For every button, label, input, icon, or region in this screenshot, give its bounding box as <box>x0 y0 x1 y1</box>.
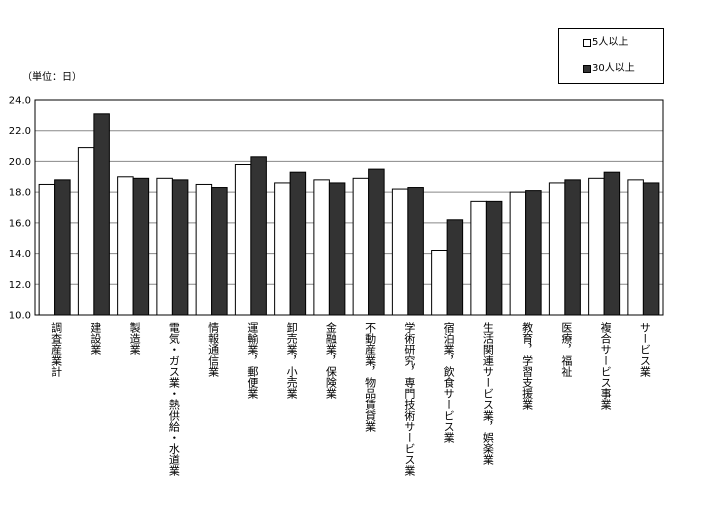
legend-swatch-30plus <box>583 65 591 73</box>
x-category-label: 調査産業計 <box>49 322 63 377</box>
bar-5plus <box>117 176 134 316</box>
bar-30plus <box>446 219 464 316</box>
legend-label-30plus: 30人以上 <box>592 63 635 74</box>
legend-item-5plus: 5人以上 <box>583 37 628 49</box>
x-category-label: 教育，学習支援業 <box>520 322 534 410</box>
bar-30plus <box>485 200 503 316</box>
bar-5plus <box>352 177 370 316</box>
bar-30plus <box>407 187 424 316</box>
x-category-label: 金融業，保険業 <box>324 322 338 399</box>
bar-5plus <box>77 147 95 316</box>
bar-30plus <box>171 179 189 316</box>
legend-label-5plus: 5人以上 <box>592 37 629 48</box>
y-tick-label: 10.0 <box>9 311 31 322</box>
bar-5plus <box>156 177 173 316</box>
bar-30plus <box>368 168 385 316</box>
y-tick-label: 14.0 <box>9 249 31 260</box>
x-category-label: 情報通信業 <box>206 322 220 377</box>
y-tick-label: 22.0 <box>9 126 31 137</box>
legend: 5人以上 30人以上 <box>558 28 664 84</box>
bar-5plus <box>588 177 605 316</box>
bar-5plus <box>313 179 330 316</box>
bar-5plus <box>509 191 527 316</box>
y-axis-tick-labels: 24.0 22.0 20.0 18.0 16.0 14.0 12.0 10.0 <box>9 96 31 322</box>
x-category-label: 卸売業，小売業 <box>285 322 299 399</box>
bar-30plus <box>211 187 228 316</box>
bar-30plus <box>132 177 150 316</box>
bar-5plus <box>38 183 56 316</box>
y-tick-label: 18.0 <box>9 188 31 199</box>
bar-5plus <box>234 164 252 316</box>
legend-swatch-5plus <box>583 39 591 47</box>
x-category-label: 宿泊業，飲食サービス業 <box>442 322 456 443</box>
x-category-label: 不動産業，物品賃貸業 <box>363 322 377 432</box>
x-category-label: 医療，福祉 <box>559 322 573 377</box>
bar-30plus <box>603 171 621 316</box>
x-category-label: 生活関連サービス業，娯楽業 <box>481 322 495 465</box>
plot-area-frame <box>34 99 664 316</box>
x-category-label: 学術研究，専門技術サービス業 <box>402 322 416 476</box>
bar-30plus <box>525 190 542 316</box>
bar-30plus <box>289 171 307 316</box>
bars <box>38 113 660 316</box>
bar-5plus <box>391 188 409 316</box>
x-category-label: 製造業 <box>128 322 142 355</box>
y-tick-label: 16.0 <box>9 218 31 229</box>
bar-30plus <box>54 179 71 316</box>
bar-5plus <box>274 182 291 316</box>
x-category-label: 電気・ガス業・熱供給・水道業 <box>167 322 181 476</box>
y-tick-label: 24.0 <box>9 96 31 107</box>
x-category-label: サービス業 <box>638 322 652 377</box>
unit-label: （単位：日） <box>22 72 82 83</box>
bar-5plus <box>195 183 213 316</box>
bar-30plus <box>93 113 110 316</box>
bar-5plus <box>548 182 566 316</box>
bar-30plus <box>328 182 346 316</box>
x-category-label: 建設業 <box>88 322 102 355</box>
bar-5plus <box>431 250 448 316</box>
bar-30plus <box>642 182 660 316</box>
x-category-label: 複合サービス事業 <box>599 322 613 410</box>
bar-5plus <box>470 200 487 316</box>
x-category-label: 運輸業，郵便業 <box>245 322 259 399</box>
y-tick-label: 20.0 <box>9 157 31 168</box>
bar-5plus <box>627 179 644 316</box>
legend-item-30plus: 30人以上 <box>583 63 635 75</box>
y-tick-label: 12.0 <box>9 280 31 291</box>
bar-30plus <box>250 156 267 316</box>
bar-30plus <box>564 179 581 316</box>
